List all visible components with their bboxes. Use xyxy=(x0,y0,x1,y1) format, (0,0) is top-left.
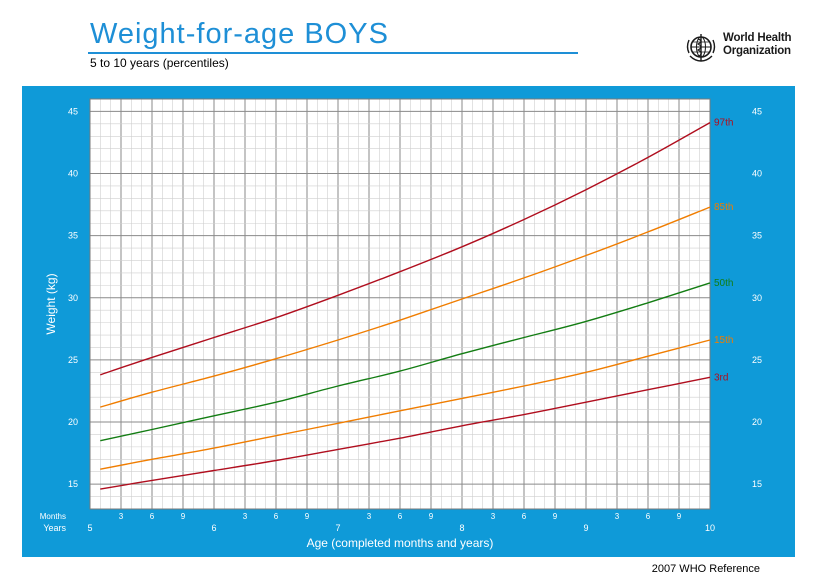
y-tick-label-left: 30 xyxy=(68,293,78,303)
x-tick-label-year: 9 xyxy=(583,523,588,533)
x-tick-label-month: 3 xyxy=(615,512,620,521)
who-logo-line1: World Health xyxy=(723,32,792,44)
y-tick-label-right: 40 xyxy=(752,169,762,179)
x-tick-label-month: 9 xyxy=(677,512,682,521)
y-tick-label-right: 45 xyxy=(752,106,762,116)
chart-title: Weight-for-age BOYS xyxy=(90,18,389,50)
x-tick-label-month: 3 xyxy=(491,512,496,521)
who-emblem-icon xyxy=(686,34,716,62)
x-tick-label-month: 3 xyxy=(243,512,248,521)
footer-reference: 2007 WHO Reference xyxy=(651,563,760,575)
x-tick-label-month: 9 xyxy=(553,512,558,521)
x-tick-label-month: 6 xyxy=(274,512,279,521)
y-tick-label-right: 15 xyxy=(752,479,762,489)
who-logo-line2: Organization xyxy=(723,45,791,57)
x-tick-label-month: 6 xyxy=(522,512,527,521)
title-underline xyxy=(88,52,578,54)
percentile-line-85th xyxy=(100,206,711,408)
x-tick-label-month: 6 xyxy=(150,512,155,521)
percentile-label-50th: 50th xyxy=(714,278,733,289)
x-tick-label-year: 6 xyxy=(211,523,216,533)
y-tick-label-left: 40 xyxy=(68,169,78,179)
y-tick-label-left: 20 xyxy=(68,417,78,427)
months-row-label: Months xyxy=(40,512,66,521)
x-tick-label-month: 9 xyxy=(305,512,310,521)
who-logo-text: World Health Organization xyxy=(723,32,792,58)
y-tick-label-right: 35 xyxy=(752,231,762,241)
y-tick-label-left: 45 xyxy=(68,106,78,116)
x-tick-label-year: 8 xyxy=(459,523,464,533)
percentile-label-97th: 97th xyxy=(714,118,733,129)
x-tick-label-year: 10 xyxy=(705,523,715,533)
y-axis-title: Weight (kg) xyxy=(44,273,58,334)
y-tick-label-right: 20 xyxy=(752,417,762,427)
percentile-line-97th xyxy=(100,121,711,376)
years-row-label: Years xyxy=(43,523,66,533)
y-tick-label-right: 30 xyxy=(752,293,762,303)
x-tick-label-month: 9 xyxy=(181,512,186,521)
x-tick-label-month: 3 xyxy=(119,512,124,521)
percentile-line-15th xyxy=(100,339,711,470)
x-tick-label-year: 5 xyxy=(87,523,92,533)
y-tick-label-left: 15 xyxy=(68,479,78,489)
who-logo: World Health Organization xyxy=(683,29,813,65)
x-tick-label-month: 6 xyxy=(646,512,651,521)
chart-panel: 15 15 20 20 25 25 30 30 35 35 40 40 45 45 Months Years 5… xyxy=(22,86,795,557)
chart-subtitle: 5 to 10 years (percentiles) xyxy=(90,56,229,70)
percentile-label-15th: 15th xyxy=(714,335,733,346)
percentile-line-50th xyxy=(100,282,711,442)
x-tick-label-month: 9 xyxy=(429,512,434,521)
percentile-label-3rd: 3rd xyxy=(714,372,728,383)
x-axis-title: Age (completed months and years) xyxy=(307,536,494,550)
y-tick-label-right: 25 xyxy=(752,355,762,365)
plot-border xyxy=(89,98,711,510)
percentile-label-85th: 85th xyxy=(714,202,733,213)
x-tick-label-month: 6 xyxy=(398,512,403,521)
x-tick-label-year: 7 xyxy=(335,523,340,533)
y-tick-label-left: 25 xyxy=(68,355,78,365)
y-tick-label-left: 35 xyxy=(68,231,78,241)
percentile-line-3rd xyxy=(100,376,711,490)
x-tick-label-month: 3 xyxy=(367,512,372,521)
